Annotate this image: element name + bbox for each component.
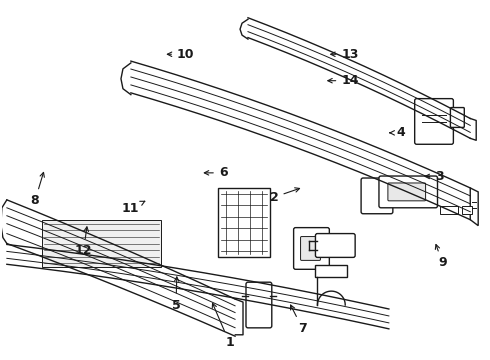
- Text: 10: 10: [167, 48, 195, 61]
- Bar: [316, 265, 347, 277]
- FancyBboxPatch shape: [361, 178, 393, 214]
- Text: 1: 1: [212, 303, 234, 349]
- FancyBboxPatch shape: [300, 237, 320, 260]
- Text: 14: 14: [328, 74, 359, 87]
- Text: 2: 2: [270, 188, 299, 204]
- FancyBboxPatch shape: [388, 183, 426, 201]
- FancyBboxPatch shape: [415, 99, 453, 144]
- FancyBboxPatch shape: [246, 282, 272, 328]
- Text: 13: 13: [331, 48, 359, 61]
- Text: 12: 12: [75, 227, 92, 257]
- FancyBboxPatch shape: [379, 176, 438, 208]
- Bar: [441, 206, 458, 214]
- Text: 5: 5: [172, 277, 180, 311]
- Bar: [462, 206, 472, 214]
- Text: 11: 11: [122, 201, 145, 215]
- Text: 7: 7: [291, 305, 307, 335]
- Text: 8: 8: [31, 172, 45, 207]
- Circle shape: [393, 186, 413, 206]
- FancyBboxPatch shape: [294, 228, 329, 269]
- FancyBboxPatch shape: [450, 108, 465, 127]
- Bar: [42, 220, 161, 267]
- FancyBboxPatch shape: [316, 234, 355, 257]
- Text: 3: 3: [425, 170, 444, 183]
- Text: 4: 4: [390, 126, 405, 139]
- Text: 6: 6: [204, 166, 227, 179]
- Text: 9: 9: [435, 244, 447, 269]
- Bar: [218, 188, 270, 257]
